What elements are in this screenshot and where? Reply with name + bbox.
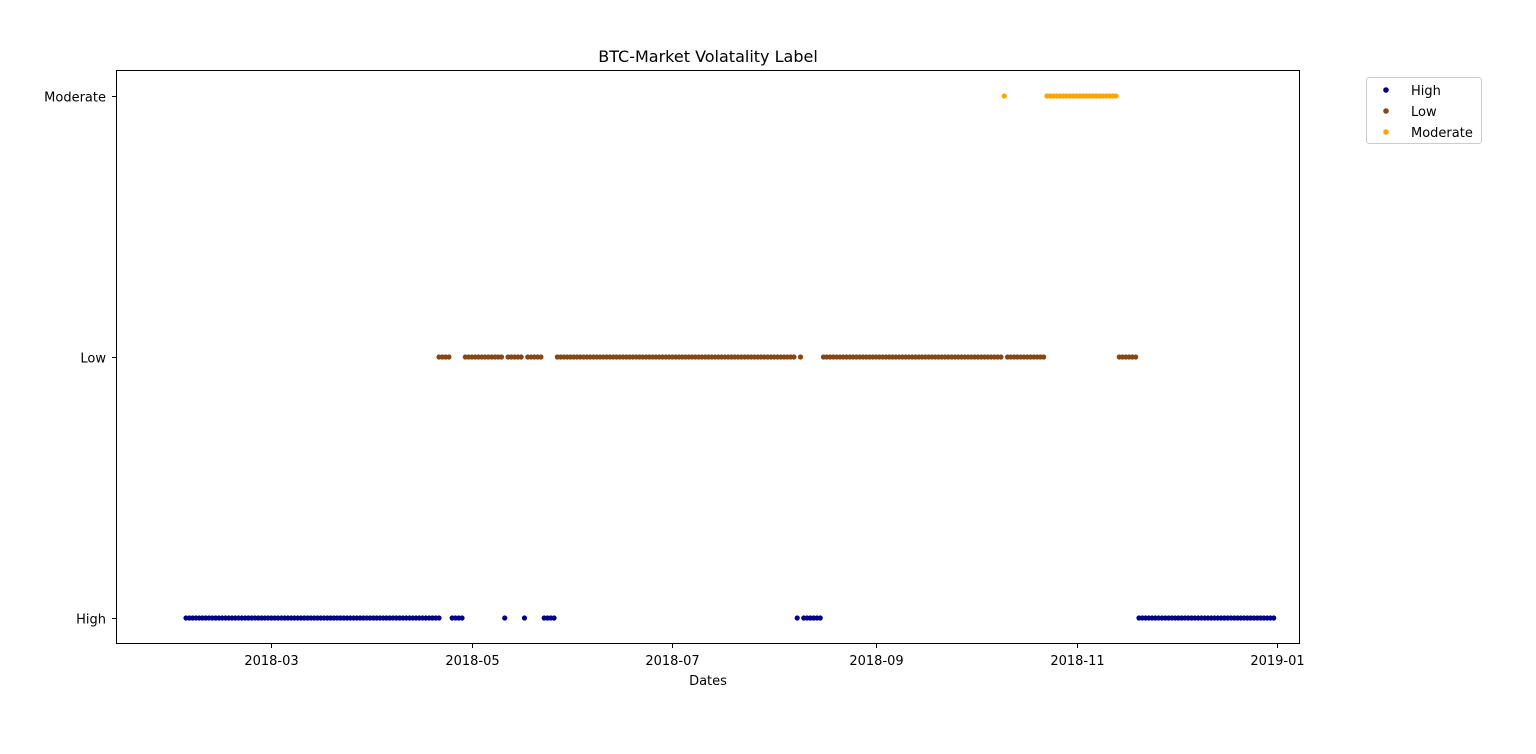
data-point-high <box>817 615 823 621</box>
x-tick-label: 2018-03 <box>244 654 298 669</box>
legend: High Low Moderate <box>1366 77 1482 144</box>
data-points <box>183 93 1277 621</box>
data-point-moderate <box>1001 93 1007 99</box>
legend-label-low: Low <box>1411 105 1437 120</box>
legend-marker-moderate <box>1383 129 1389 135</box>
x-tick-label: 2018-09 <box>849 654 903 669</box>
data-point-low <box>498 354 505 360</box>
data-point-low <box>518 354 524 360</box>
x-axis-label: Dates <box>689 674 727 689</box>
data-point-low <box>1041 354 1047 360</box>
data-point-high <box>794 615 800 621</box>
data-point-high <box>436 615 442 621</box>
data-point-high <box>459 615 465 621</box>
data-point-low <box>446 354 452 360</box>
legend-box <box>1366 77 1482 144</box>
x-tick-label: 2018-11 <box>1050 654 1104 669</box>
y-tick-label: Moderate <box>44 91 106 106</box>
data-point-high <box>502 615 508 621</box>
legend-marker-low <box>1383 108 1389 114</box>
data-point-high <box>521 615 528 621</box>
data-point-low <box>791 354 797 360</box>
data-point-high <box>551 615 557 621</box>
data-point-low <box>998 354 1004 360</box>
x-tick-label: 2019-01 <box>1250 654 1304 669</box>
x-axis: 2018-03 2018-05 2018-07 2018-09 2018-11 2019-… <box>244 643 1305 669</box>
data-point-low <box>797 354 804 360</box>
y-axis: High Low Moderate <box>44 91 117 628</box>
data-point-moderate <box>1113 93 1119 99</box>
legend-marker-high <box>1383 87 1389 93</box>
y-tick-label: Low <box>80 352 106 367</box>
legend-label-high: High <box>1411 84 1441 99</box>
data-point-high <box>1271 615 1277 621</box>
y-tick-label: High <box>76 613 106 628</box>
chart-title: BTC-Market Volatality Label <box>598 47 818 66</box>
data-point-low <box>1133 354 1139 360</box>
x-tick-label: 2018-07 <box>645 654 699 669</box>
data-point-low <box>538 354 544 360</box>
x-tick-label: 2018-05 <box>445 654 499 669</box>
legend-label-moderate: Moderate <box>1411 126 1473 141</box>
